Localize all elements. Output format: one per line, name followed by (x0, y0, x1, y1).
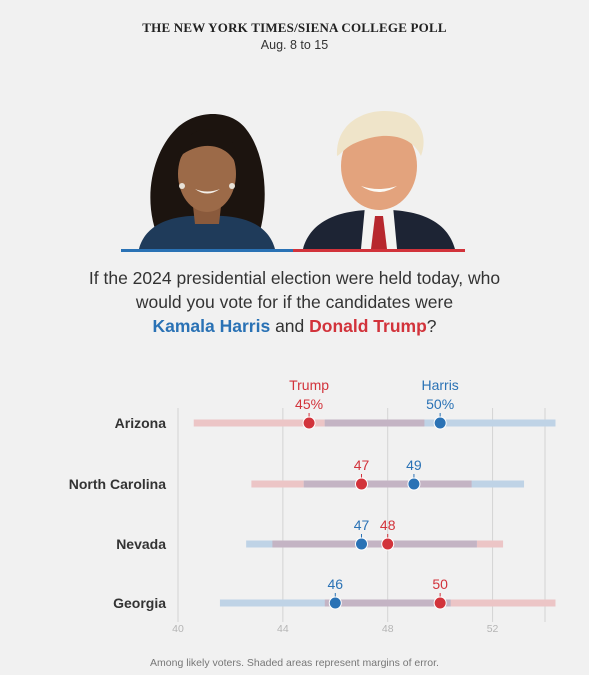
state-label: North Carolina (69, 476, 166, 492)
state-label: Nevada (116, 536, 166, 552)
trump-dot (355, 477, 368, 491)
harris-name: Kamala Harris (152, 316, 271, 336)
poll-dates: Aug. 8 to 15 (260, 38, 329, 52)
harris-dot (355, 537, 368, 551)
trump-dot (302, 416, 316, 430)
harris-value-label: 47 (354, 517, 370, 533)
state-label: Arizona (115, 415, 167, 431)
trump-value-label: 47 (354, 457, 370, 473)
chart-footnote: Among likely voters. Shaded areas repres… (150, 657, 439, 669)
trump-value-label: 50 (432, 576, 448, 592)
harris-dot (328, 596, 342, 610)
harris-portrait (139, 114, 275, 249)
question-line-3: Kamala Harris and Donald Trump? (30, 314, 559, 338)
overlap-range (303, 480, 472, 488)
poll-question: If the 2024 presidential election were h… (30, 266, 559, 338)
trump-underline (293, 249, 465, 252)
trump-dot (381, 537, 395, 551)
candidate-photos (121, 92, 465, 252)
question-line-2: would you vote for if the candidates wer… (135, 292, 454, 312)
harris-dot (407, 477, 421, 491)
poll-title: THE NEW YORK TIMES/SIENA COLLEGE POLL (142, 20, 447, 35)
x-tick-label: 40 (172, 623, 184, 635)
x-tick-label: 52 (487, 623, 499, 635)
question-end: ? (426, 316, 437, 336)
trump-name: Donald Trump (309, 316, 427, 336)
trump-series-label: Trump (289, 377, 329, 393)
overlap-range (324, 599, 451, 607)
trump-value-label: 45% (295, 396, 323, 412)
overlap-range (272, 540, 477, 548)
harris-series-label: Harris (421, 377, 458, 393)
harris-value-label: 50% (426, 396, 454, 412)
state-label: Georgia (113, 595, 166, 611)
harris-underline (121, 249, 293, 252)
dot-range-chart: 40 44 48 52 Arizona 45% 50% Trump Harris North Ca… (69, 377, 556, 635)
trump-value-label: 48 (380, 517, 396, 533)
harris-dot (433, 416, 447, 430)
question-joiner: and (270, 316, 310, 336)
harris-value-label: 46 (327, 576, 343, 592)
x-tick-label: 48 (382, 623, 394, 635)
harris-value-label: 49 (406, 457, 422, 473)
question-line-1: If the 2024 presidential election were h… (88, 268, 501, 288)
trump-portrait (303, 110, 455, 249)
x-tick-label: 44 (277, 623, 289, 635)
overlap-range (324, 419, 425, 427)
trump-dot (433, 596, 447, 610)
